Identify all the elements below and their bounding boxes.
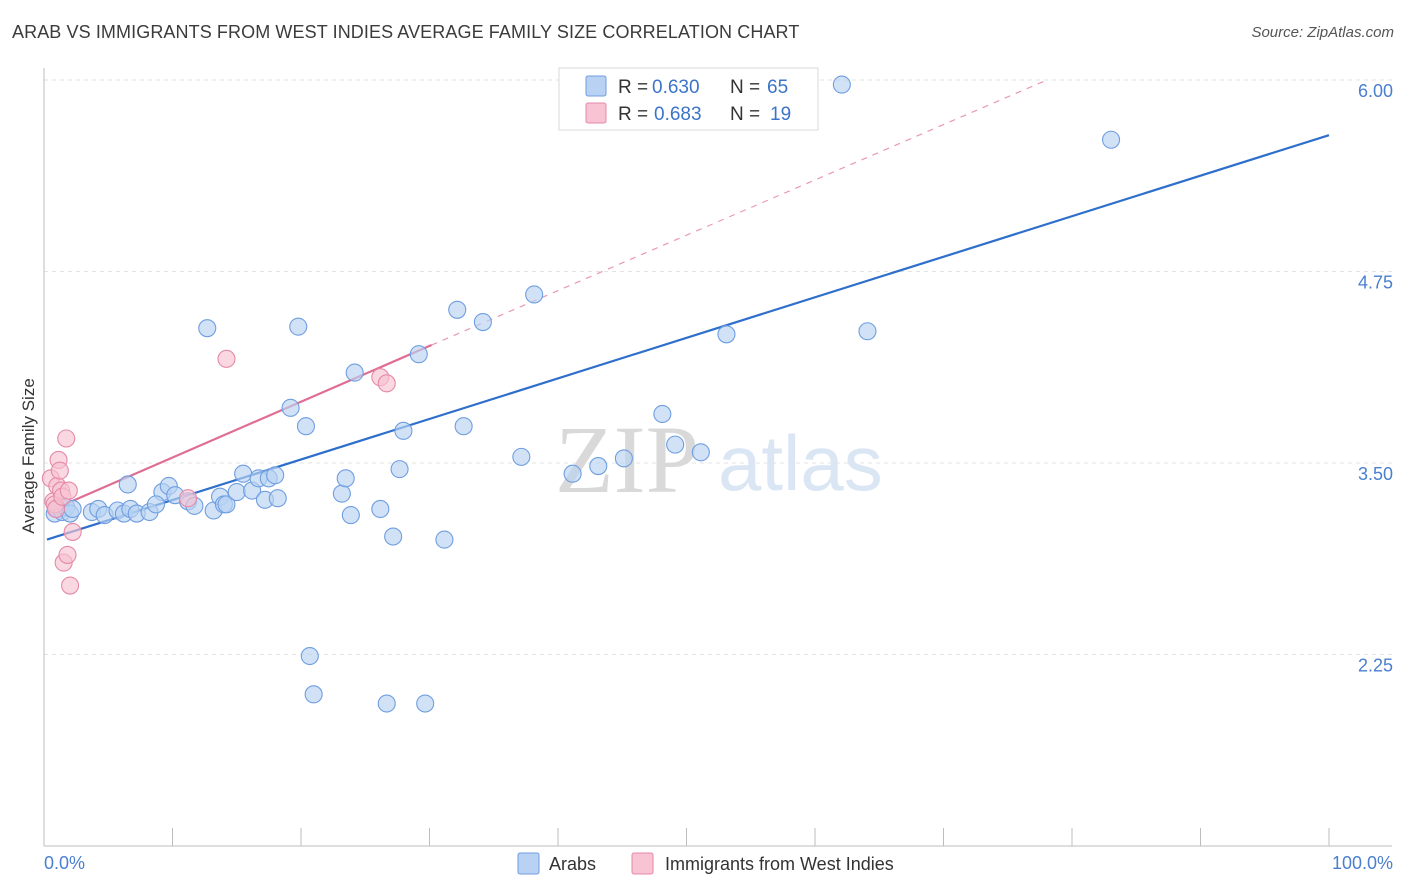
y-tick-label: 4.75 [1358,273,1393,293]
point-arabs [409,345,428,364]
point-west-indies [59,481,78,500]
point-arabs [300,646,319,666]
bottom-legend: Arabs Immigrants from West Indies [517,852,894,875]
y-tick-label: 2.25 [1358,656,1393,676]
point-arabs [336,469,355,488]
point-arabs [1102,130,1121,149]
point-arabs [268,489,287,508]
y-tick-labels: 2.25 3.50 4.75 6.00 [1358,81,1393,676]
point-arabs [296,417,316,436]
point-arabs [266,466,285,485]
bottom-legend-label-west-indies: Immigrants from West Indies [665,854,894,874]
legend-n-value-west-indies: 19 [770,104,791,125]
point-arabs [435,530,454,549]
point-arabs [717,325,736,344]
y-axis-label: Average Family Size [19,378,38,534]
point-west-indies [217,349,236,368]
point-arabs [332,484,351,503]
point-west-indies [61,576,80,595]
x-ticks [43,828,1330,846]
point-arabs [345,363,364,382]
point-west-indies [58,545,77,564]
point-arabs [146,495,166,514]
point-arabs [563,464,582,483]
bottom-legend-swatch-arabs [517,852,540,875]
point-west-indies [63,522,82,541]
data-points [41,75,1121,713]
y-tick-label: 6.00 [1358,81,1393,101]
source-label: Source: ZipAtlas.com [1251,24,1394,41]
point-arabs [377,694,396,713]
y-tick-label: 3.50 [1358,464,1393,484]
legend-r-value-west-indies: 0.683 [654,104,702,125]
legend-n-value-arabs: 65 [767,77,788,98]
point-arabs [384,527,403,546]
point-arabs [217,495,236,514]
point-arabs [289,317,308,336]
point-west-indies [377,374,396,393]
point-arabs [118,475,137,494]
x-tick-label-min: 0.0% [44,853,85,873]
point-west-indies [57,429,76,448]
point-arabs [589,457,608,476]
point-west-indies [50,461,69,480]
gridlines [44,79,1392,655]
watermark-atlas: atlas [718,419,883,507]
point-arabs [614,449,633,468]
legend-swatch-west-indies [585,102,607,124]
point-arabs [390,460,409,479]
trendline-west-indies [46,344,433,514]
legend: R = 0.630 N = 65 R = 0.683 N = 19 [558,67,819,131]
point-arabs [454,417,473,436]
point-arabs [691,443,710,462]
point-arabs [858,322,877,341]
legend-r-label-west-indies: R = [618,104,648,125]
point-arabs [281,398,300,417]
point-arabs [341,506,360,525]
x-tick-label-max: 100.0% [1332,853,1393,873]
bottom-legend-swatch-west-indies [631,852,654,875]
chart-title: ARAB VS IMMIGRANTS FROM WEST INDIES AVER… [12,22,800,42]
point-arabs [227,483,246,502]
legend-n-label-west-indies: N = [730,104,760,125]
legend-r-label-arabs: R = [618,77,648,98]
legend-swatch-arabs [585,75,607,97]
point-arabs [525,285,544,304]
point-arabs [448,300,467,319]
bottom-legend-label-arabs: Arabs [549,854,596,874]
point-arabs [234,464,253,483]
legend-r-value-arabs: 0.630 [652,77,700,98]
point-arabs [666,435,685,454]
point-west-indies [178,489,198,508]
point-arabs [304,685,323,704]
point-arabs [416,694,435,713]
point-arabs [473,313,492,332]
point-arabs [394,421,413,440]
point-arabs [512,447,531,466]
point-arabs [832,75,851,94]
point-arabs [371,499,390,519]
point-arabs [198,319,217,338]
point-arabs [653,404,672,424]
legend-n-label-arabs: N = [730,77,760,98]
